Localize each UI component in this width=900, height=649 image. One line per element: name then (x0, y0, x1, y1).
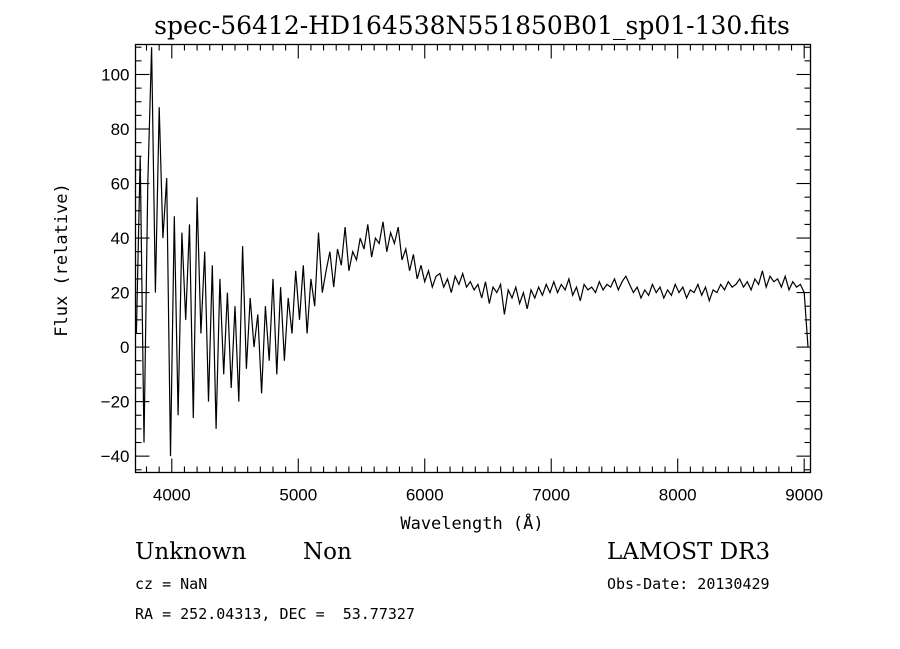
axis-ticks (135, 44, 811, 473)
x-tick-label: 4000 (153, 486, 191, 505)
obs-date: Obs-Date: 20130429 (607, 575, 770, 593)
survey-label: LAMOST DR3 (607, 539, 770, 565)
y-tick-label: 80 (111, 120, 130, 139)
x-tick-label: 5000 (279, 486, 317, 505)
object-class: Unknown (135, 539, 246, 565)
x-tick-label: 8000 (659, 486, 697, 505)
x-tick-label: 7000 (532, 486, 570, 505)
plot-frame (134, 43, 812, 474)
object-subclass: Non (303, 539, 352, 565)
y-tick-label: 20 (111, 284, 130, 303)
y-tick-label: 40 (111, 229, 130, 248)
x-tick-label: 6000 (406, 486, 444, 505)
redshift-text: cz = NaN (135, 575, 207, 593)
tick-labels: 4000 5000 6000 7000 8000 9000 −40 −20 0 20 40 60 80 1… (101, 65, 823, 504)
x-tick-label: 9000 (785, 486, 823, 505)
y-tick-label: 0 (120, 338, 129, 357)
x-axis-label: Wavelength (Å) (400, 512, 543, 534)
y-tick-label: −40 (101, 447, 130, 466)
y-tick-label: 60 (111, 175, 130, 194)
chart-title: spec-56412-HD164538N551850B01_sp01-130.f… (154, 11, 790, 40)
spectrum-line (135, 47, 809, 457)
y-axis-label: Flux (relative) (52, 183, 72, 337)
y-tick-label: 100 (101, 65, 129, 84)
y-tick-label: −20 (101, 393, 130, 412)
coordinates-text: RA = 252.04313, DEC = 53.77327 (135, 605, 415, 623)
